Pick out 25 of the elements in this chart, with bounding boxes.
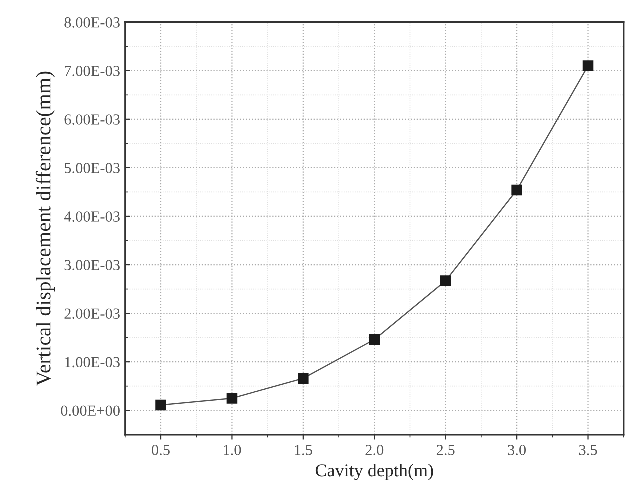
x-tick-label: 1.5 bbox=[295, 445, 312, 456]
y-tick-label: 6.00E-03 bbox=[64, 114, 120, 125]
x-tick-label: 3.0 bbox=[508, 445, 526, 456]
y-tick-label: 2.00E-03 bbox=[64, 308, 120, 320]
y-tick-label: 4.00E-03 bbox=[64, 212, 120, 222]
x-tick-label: 3.5 bbox=[579, 445, 598, 456]
point bbox=[298, 373, 309, 384]
point bbox=[512, 184, 522, 196]
point bbox=[582, 60, 594, 72]
point bbox=[440, 276, 452, 286]
point bbox=[226, 393, 238, 404]
x-tick-label: 0.5 bbox=[152, 445, 170, 456]
y-tick-label: 3.00E-03 bbox=[64, 260, 120, 271]
point bbox=[156, 400, 166, 411]
x-tick-label: 2.0 bbox=[366, 445, 384, 456]
y-tick-label: 8.00E-03 bbox=[64, 18, 120, 28]
point bbox=[369, 334, 380, 346]
x-axis-title: Cavity depth(m) bbox=[316, 464, 434, 480]
y-tick-label: 5.00E-03 bbox=[64, 163, 120, 174]
y-tick-label: 1.00E-03 bbox=[65, 357, 120, 368]
y-axis-title: Vertical displacement difference(mm) bbox=[36, 72, 56, 386]
y-tick-label: 0.00E+00 bbox=[61, 406, 120, 416]
x-tick-label: 2.5 bbox=[436, 445, 455, 456]
x-tick-label: 1.0 bbox=[224, 445, 242, 456]
y-tick-label: 7.00E-03 bbox=[65, 66, 120, 76]
